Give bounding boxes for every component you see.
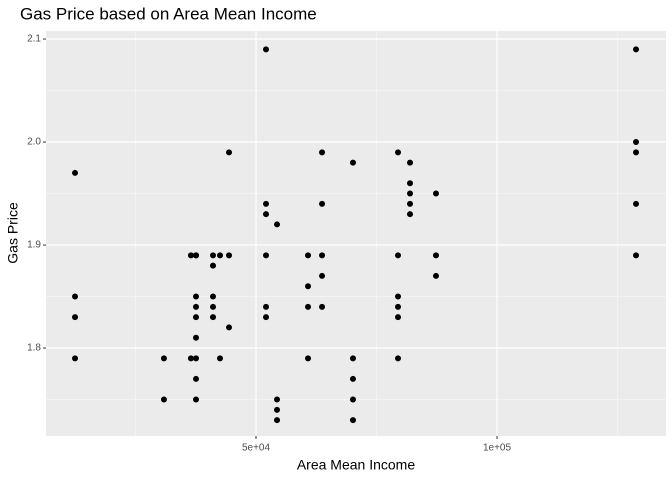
point: [160, 355, 167, 362]
point: [274, 396, 281, 403]
point: [407, 159, 414, 166]
point: [395, 303, 402, 310]
chart-title: Gas Price based on Area Mean Income: [20, 4, 317, 23]
point: [210, 252, 217, 259]
point: [263, 211, 270, 218]
point: [263, 200, 270, 207]
point: [395, 252, 402, 259]
x-tick-label: 1e+05: [483, 443, 512, 454]
point: [187, 252, 194, 259]
point: [305, 303, 312, 310]
point: [633, 149, 640, 156]
point: [263, 314, 270, 321]
point: [319, 303, 326, 310]
point: [263, 303, 270, 310]
point: [192, 396, 199, 403]
point: [395, 293, 402, 300]
point: [305, 252, 312, 259]
point: [192, 334, 199, 341]
point: [319, 252, 326, 259]
point: [210, 314, 217, 321]
point: [274, 406, 281, 413]
point: [72, 355, 79, 362]
point: [395, 314, 402, 321]
point: [349, 355, 356, 362]
point: [349, 159, 356, 166]
y-tick-label: 1.9: [27, 240, 41, 251]
point: [72, 314, 79, 321]
point: [226, 149, 233, 156]
point: [633, 46, 640, 53]
point: [432, 252, 439, 259]
point: [263, 46, 270, 53]
point: [432, 272, 439, 279]
point: [263, 252, 270, 259]
point: [226, 252, 233, 259]
point: [210, 262, 217, 269]
point: [407, 190, 414, 197]
point: [192, 355, 199, 362]
x-axis-label: Area Mean Income: [297, 457, 415, 473]
panel: [46, 31, 666, 436]
y-tick-label: 2.1: [27, 34, 41, 45]
point: [192, 252, 199, 259]
point: [274, 417, 281, 424]
point: [395, 149, 402, 156]
point: [349, 417, 356, 424]
point: [319, 272, 326, 279]
point: [160, 396, 167, 403]
point: [305, 283, 312, 290]
point: [72, 293, 79, 300]
point: [192, 303, 199, 310]
point: [217, 355, 224, 362]
point: [407, 180, 414, 187]
point: [349, 396, 356, 403]
point: [210, 303, 217, 310]
x-tick-label: 5e+04: [242, 443, 271, 454]
point: [217, 252, 224, 259]
y-tick-label: 2.0: [27, 137, 41, 148]
y-tick-label: 1.8: [27, 343, 41, 354]
point: [187, 355, 194, 362]
point: [192, 375, 199, 382]
point: [349, 375, 356, 382]
point: [407, 211, 414, 218]
point: [633, 200, 640, 207]
point: [305, 355, 312, 362]
point: [72, 169, 79, 176]
point: [192, 293, 199, 300]
point: [192, 314, 199, 321]
point: [432, 190, 439, 197]
point: [319, 200, 326, 207]
point: [633, 252, 640, 259]
point: [226, 324, 233, 331]
point: [633, 139, 640, 146]
point: [210, 293, 217, 300]
point: [395, 355, 402, 362]
y-axis-label: Gas Price: [5, 202, 21, 264]
point: [407, 200, 414, 207]
point: [319, 149, 326, 156]
point: [274, 221, 281, 228]
